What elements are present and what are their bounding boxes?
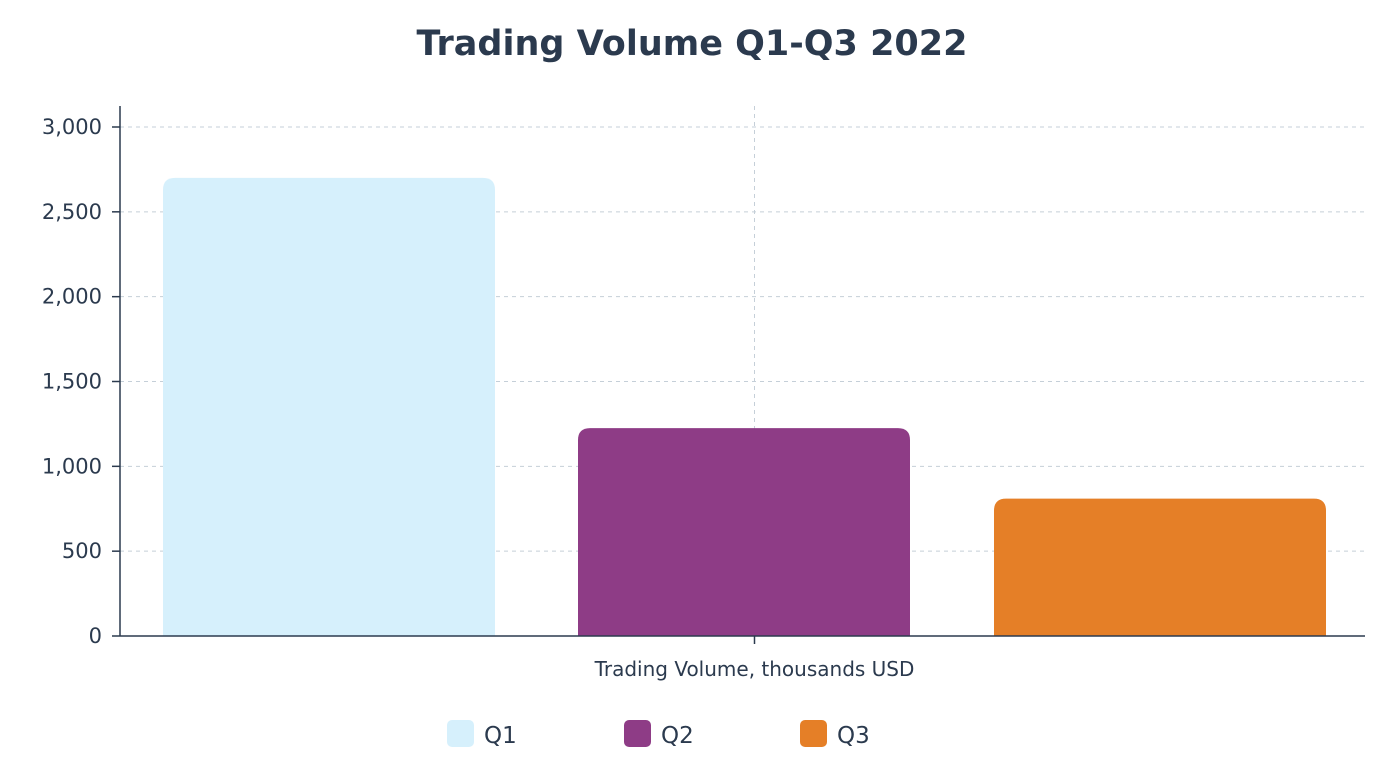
bar-q1[interactable] [163,177,495,636]
bars [163,177,1326,636]
legend-item-q3[interactable]: Q3 [800,720,870,749]
y-axis-ticks: 0 500 1,000 1,500 2,000 2,500 3,000 [42,115,120,648]
legend-swatch [447,720,474,747]
legend-label: Q3 [837,723,870,749]
y-tick-label: 2,500 [42,200,102,224]
x-axis-label: Trading Volume, thousands USD [594,657,915,681]
bar-q3[interactable] [994,498,1326,636]
y-tick-label: 0 [89,624,102,648]
legend-label: Q1 [484,723,517,749]
y-tick-label: 2,000 [42,285,102,309]
y-tick-label: 1,000 [42,454,102,478]
legend-item-q2[interactable]: Q2 [624,720,694,749]
bar-q2[interactable] [578,428,910,636]
legend: Q1 Q2 Q3 [447,720,870,749]
legend-swatch [800,720,827,747]
y-tick-label: 1,500 [42,370,102,394]
legend-item-q1[interactable]: Q1 [447,720,517,749]
legend-swatch [624,720,651,747]
y-tick-label: 3,000 [42,115,102,139]
y-tick-label: 500 [62,539,102,563]
legend-label: Q2 [661,723,694,749]
chart-title: Trading Volume Q1-Q3 2022 [417,24,968,64]
